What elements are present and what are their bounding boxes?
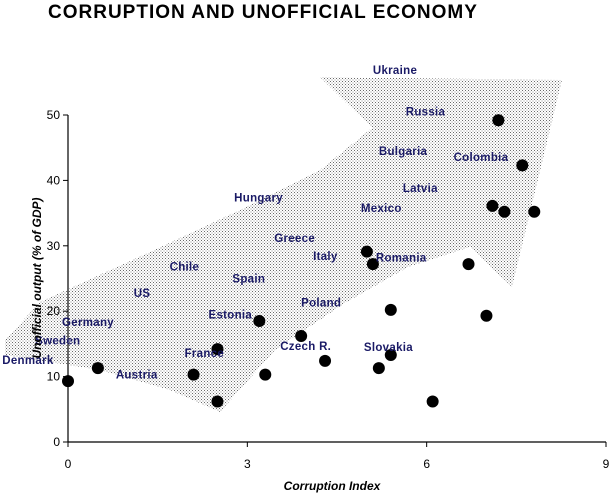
y-tick-label: 10: [47, 370, 61, 384]
x-tick-label: 6: [423, 457, 430, 471]
country-label: Sweden: [35, 336, 80, 348]
data-point: [211, 343, 224, 356]
data-point: [187, 368, 200, 381]
x-tick-label: 3: [244, 457, 251, 471]
country-label: Colombia: [454, 152, 509, 164]
data-point: [486, 199, 499, 212]
data-point: [91, 362, 104, 375]
country-label: Romania: [376, 252, 427, 264]
data-point: [366, 258, 379, 271]
country-labels: Ukraine Russia Bulgaria Colombia Latvia Hunga…: [2, 65, 508, 382]
trend-arrow: [5, 77, 562, 412]
data-point: [360, 245, 373, 258]
y-axis-label: Unofficial output (% of GDP): [30, 197, 44, 358]
country-label: Slovakia: [364, 342, 413, 354]
country-label: Hungary: [234, 192, 283, 204]
x-tick-label: 9: [603, 457, 610, 471]
country-label: Italy: [313, 251, 338, 263]
country-label: Poland: [301, 298, 341, 310]
country-label: Greece: [274, 233, 315, 245]
y-tick-label: 0: [53, 435, 60, 449]
data-point: [259, 368, 272, 381]
data-point: [480, 309, 493, 322]
data-point: [211, 395, 224, 408]
data-point: [384, 303, 397, 316]
country-label: Denmark: [2, 355, 54, 367]
country-label: France: [185, 348, 225, 360]
x-axis-label: Corruption Index: [284, 479, 382, 493]
y-tick-label: 20: [47, 304, 61, 318]
country-label: Germany: [62, 317, 114, 329]
country-label: Bulgaria: [379, 146, 428, 158]
country-label: Spain: [232, 273, 265, 285]
data-point: [253, 315, 266, 328]
country-label: Latvia: [403, 183, 438, 195]
data-point: [384, 349, 397, 362]
y-tick-label: 30: [47, 239, 61, 253]
country-label: Russia: [406, 107, 446, 119]
data-point: [498, 205, 511, 218]
data-point: [492, 114, 505, 127]
country-label: US: [134, 288, 151, 300]
country-label: Austria: [116, 370, 158, 382]
data-point: [319, 354, 332, 367]
data-point: [462, 258, 475, 271]
data-points: [62, 114, 541, 408]
x-tick-label: 0: [65, 457, 72, 471]
country-label: Mexico: [361, 203, 402, 215]
country-label: Ukraine: [373, 65, 417, 77]
country-label: Czech R.: [280, 341, 331, 353]
country-label: Estonia: [208, 309, 252, 321]
data-point: [528, 205, 541, 218]
data-point: [426, 395, 439, 408]
data-point: [372, 362, 385, 375]
y-tick-label: 50: [47, 108, 61, 122]
data-point: [516, 159, 529, 172]
chart-title: CORRUPTION AND UNOFFICIAL ECONOMY: [48, 2, 478, 23]
axes: 0 10 20 30 40 50 0 3 6 9: [47, 108, 610, 471]
y-tick-label: 40: [47, 173, 61, 187]
data-point: [62, 375, 74, 388]
data-point: [295, 330, 308, 343]
country-label: Chile: [170, 262, 200, 274]
